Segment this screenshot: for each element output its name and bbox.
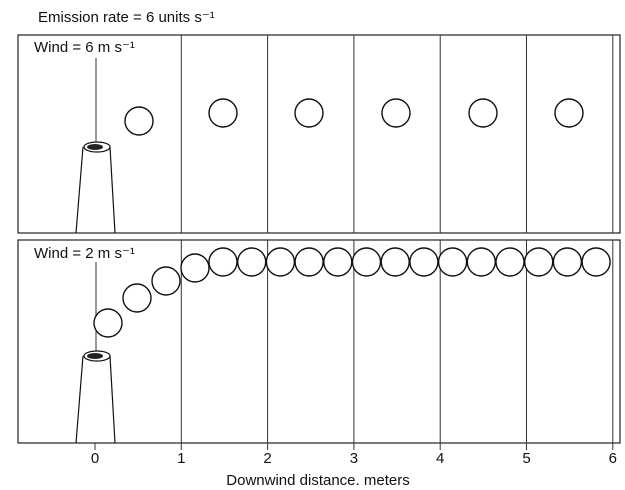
x-tick-label: 5: [522, 450, 530, 467]
stack-opening: [87, 144, 103, 150]
panel-label: Wind = 2 m s⁻¹: [34, 245, 135, 262]
panel-label: Wind = 6 m s⁻¹: [34, 39, 135, 56]
puff: [122, 283, 152, 313]
puff: [93, 308, 123, 338]
puff: [437, 247, 468, 277]
stack: [75, 355, 116, 444]
puff: [351, 247, 382, 277]
axis-label: Downwind distance. meters: [226, 472, 409, 489]
puff: [323, 247, 353, 277]
x-tick-label: 0: [91, 450, 99, 467]
puff: [151, 266, 181, 296]
puff: [294, 247, 324, 277]
puff: [524, 247, 554, 277]
puff: [236, 247, 267, 277]
stack: [75, 146, 116, 234]
x-tick-label: 6: [609, 450, 617, 467]
x-tick-label: 4: [436, 450, 444, 467]
puff: [409, 247, 439, 277]
puff: [124, 106, 154, 136]
title: Emission rate = 6 units s⁻¹: [38, 9, 215, 26]
x-tick-label: 1: [177, 450, 185, 467]
puff: [180, 253, 210, 283]
x-tick-label: 3: [350, 450, 358, 467]
stack-opening: [87, 353, 103, 359]
puff: [581, 247, 611, 277]
puff: [208, 247, 238, 277]
puff: [380, 247, 410, 277]
puff: [294, 98, 324, 128]
x-tick-label: 2: [263, 450, 271, 467]
puff: [468, 98, 498, 128]
panel-frame: [17, 239, 621, 444]
puff: [495, 247, 525, 277]
puff: [265, 247, 296, 277]
puff: [554, 98, 584, 128]
puff: [381, 98, 411, 128]
puff: [552, 247, 583, 277]
panel-frame: [17, 34, 621, 234]
puff: [208, 98, 238, 128]
puff: [466, 247, 496, 277]
